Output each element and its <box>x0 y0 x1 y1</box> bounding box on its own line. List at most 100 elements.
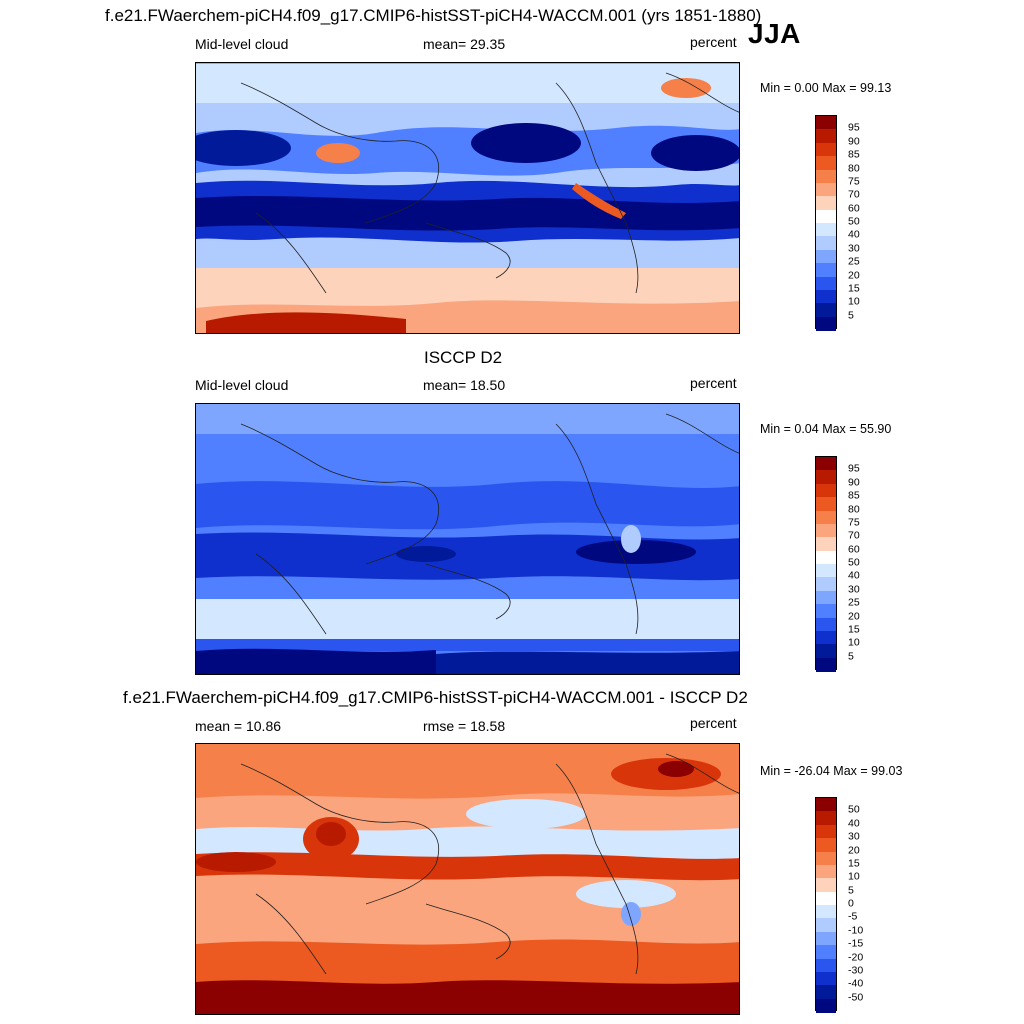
panel-title: ISCCP D2 <box>424 348 503 367</box>
colorbar-bin <box>816 590 836 605</box>
colorbar-bin <box>816 537 836 552</box>
colorbar-tick-label: 10 <box>848 636 860 649</box>
panel-left-label: Mid-level cloud <box>195 36 289 52</box>
colorbar-bin <box>816 483 836 498</box>
colorbar-bin <box>816 945 836 959</box>
colorbar-bin <box>816 918 836 933</box>
main-title: f.e21.FWaerchem-piCH4.f09_g17.CMIP6-hist… <box>105 6 762 25</box>
colorbar-tick-label: 15 <box>848 282 860 295</box>
colorbar-bin <box>816 931 836 946</box>
colorbar-tick-label: 70 <box>848 188 860 201</box>
colorbar-tick-label: 25 <box>848 596 860 609</box>
colorbar-tick-label: 10 <box>848 295 860 308</box>
colorbar-bin <box>816 156 836 170</box>
colorbar-bin <box>816 142 836 157</box>
colorbar-bin <box>816 577 836 592</box>
colorbar-bin <box>816 169 836 184</box>
colorbar-tick-label: 5 <box>848 884 854 897</box>
colorbar-tick-label: 95 <box>848 121 860 134</box>
colorbar-bin <box>816 289 836 304</box>
colorbar-tick-label: -5 <box>848 910 858 923</box>
colorbar-bin <box>816 223 836 237</box>
panel-minmax: Min = 0.00 Max = 99.13 <box>760 81 892 95</box>
colorbar-tick-label: 50 <box>848 803 860 816</box>
colorbar-bin <box>816 617 836 632</box>
panel-left-label: Mid-level cloud <box>195 377 289 393</box>
colorbar-tick-label: -15 <box>848 937 864 950</box>
colorbar-tick-label: 5 <box>848 309 854 322</box>
colorbar-tick-label: -30 <box>848 964 864 977</box>
colorbar-tick-label: 90 <box>848 135 860 148</box>
colorbar-tick-label: -10 <box>848 924 864 937</box>
colorbar-bin <box>816 564 836 578</box>
colorbar-tick-label: -40 <box>848 977 864 990</box>
obs-map-svg <box>196 404 739 674</box>
panel-rmse-label: rmse = 18.58 <box>423 718 506 734</box>
colorbar-bin <box>816 236 836 251</box>
panel-minmax: Min = 0.04 Max = 55.90 <box>760 422 892 436</box>
colorbar-bin <box>816 604 836 618</box>
colorbar-diff <box>815 797 837 1013</box>
colorbar-bin <box>816 971 836 986</box>
colorbar-tick-label: 15 <box>848 623 860 636</box>
colorbar-bin <box>816 998 836 1013</box>
colorbar-tick-label: 40 <box>848 228 860 241</box>
colorbar-tick-label: 10 <box>848 870 860 883</box>
colorbar-bin <box>816 276 836 291</box>
colorbar-bin <box>816 263 836 277</box>
colorbar-bin <box>816 457 836 471</box>
colorbar-bin <box>816 523 836 538</box>
colorbar-tick-label: 90 <box>848 476 860 489</box>
colorbar-tick-label: 95 <box>848 462 860 475</box>
colorbar-tick-label: -20 <box>848 951 864 963</box>
diff-map-svg <box>196 744 739 1014</box>
colorbar-bin <box>816 196 836 211</box>
colorbar-bin <box>816 182 836 197</box>
colorbar-tick-label: 15 <box>848 857 860 870</box>
colorbar-tick-label: 85 <box>848 489 860 502</box>
colorbar-tick-label: 30 <box>848 242 860 255</box>
colorbar-tick-label: 80 <box>848 503 860 515</box>
colorbar-bin <box>816 303 836 318</box>
panel-mean-label: mean= 29.35 <box>423 36 506 52</box>
colorbar-tick-label: 60 <box>848 543 860 556</box>
colorbar-tick-label: 80 <box>848 162 860 174</box>
colorbar-bin <box>816 510 836 525</box>
colorbar-tick-label: 75 <box>848 516 860 529</box>
panel-minmax: Min = -26.04 Max = 99.03 <box>760 764 903 778</box>
colorbar-bin <box>816 878 836 893</box>
colorbar-tick-label: 20 <box>848 844 860 856</box>
colorbar-tick-label: 5 <box>848 650 854 663</box>
colorbar-bin <box>816 985 836 1000</box>
panel-units-label: percent <box>690 34 737 50</box>
season-label: JJA <box>748 18 801 49</box>
colorbar-bin <box>816 249 836 264</box>
colorbar-bin <box>816 497 836 511</box>
colorbar-model <box>815 115 837 331</box>
colorbar-bin <box>816 550 836 565</box>
colorbar-bin <box>816 630 836 645</box>
colorbar-tick-label: 40 <box>848 569 860 582</box>
colorbar-bin <box>816 798 836 812</box>
colorbar-bin <box>816 905 836 919</box>
colorbar-tick-label: -50 <box>848 991 864 1004</box>
colorbar-bin <box>816 958 836 973</box>
colorbar-bin <box>816 838 836 852</box>
colorbar-bin <box>816 824 836 839</box>
colorbar-obs <box>815 456 837 672</box>
model-map <box>195 62 740 334</box>
colorbar-tick-label: 85 <box>848 148 860 161</box>
colorbar-tick-label: 25 <box>848 255 860 268</box>
colorbar-bin <box>816 657 836 672</box>
colorbar-tick-label: 30 <box>848 583 860 596</box>
colorbar-tick-label: 75 <box>848 175 860 188</box>
colorbar-tick-label: 60 <box>848 202 860 215</box>
panel-title: f.e21.FWaerchem-piCH4.f09_g17.CMIP6-hist… <box>123 688 748 707</box>
colorbar-tick-label: 30 <box>848 830 860 843</box>
colorbar-tick-label: 50 <box>848 556 860 569</box>
panel-mean-label: mean= 18.50 <box>423 377 506 393</box>
colorbar-bin <box>816 864 836 879</box>
colorbar-tick-label: 20 <box>848 610 860 622</box>
colorbar-bin <box>816 811 836 826</box>
panel-units-label: percent <box>690 375 737 391</box>
